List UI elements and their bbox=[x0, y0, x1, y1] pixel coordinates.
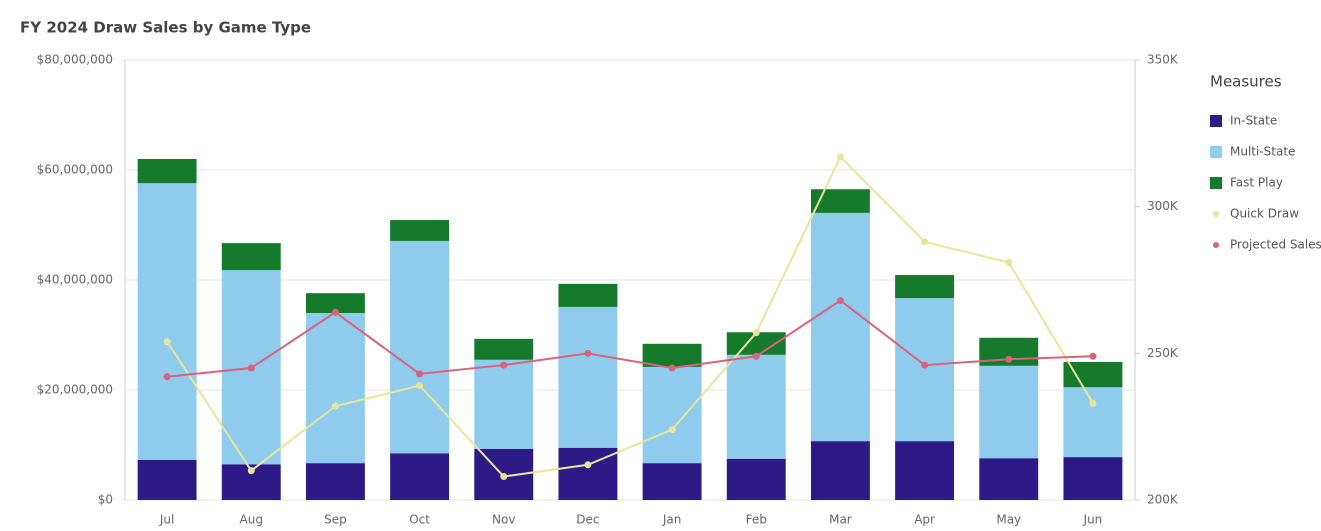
point bbox=[416, 382, 424, 390]
x-tick-label: Mar bbox=[829, 513, 852, 527]
legend-swatch bbox=[1213, 242, 1219, 248]
x-tick-label: Feb bbox=[746, 513, 767, 527]
y-tick-label: $60,000,000 bbox=[37, 163, 113, 177]
point bbox=[331, 402, 339, 410]
point bbox=[752, 352, 760, 360]
bar-segment bbox=[895, 275, 955, 299]
bar-segment bbox=[642, 463, 702, 500]
legend-label: In-State bbox=[1230, 114, 1277, 128]
x-tick-label: Jul bbox=[159, 513, 174, 527]
bar-segment bbox=[642, 366, 702, 464]
line bbox=[166, 155, 1094, 478]
point bbox=[163, 338, 171, 346]
x-tick-label: Oct bbox=[409, 513, 430, 527]
point bbox=[1005, 258, 1013, 266]
x-tick-label: Sep bbox=[324, 513, 347, 527]
point bbox=[668, 426, 676, 434]
bar-segment bbox=[810, 441, 870, 500]
bar-segment bbox=[642, 343, 702, 367]
bar-segment bbox=[1063, 387, 1123, 458]
point bbox=[331, 308, 339, 316]
y2-tick-label: 200K bbox=[1147, 493, 1179, 507]
y-tick-label: $0 bbox=[98, 493, 113, 507]
bar-segment bbox=[810, 189, 870, 213]
point bbox=[247, 467, 255, 475]
bar-segment bbox=[558, 306, 618, 448]
bar-segment bbox=[1063, 361, 1123, 388]
point bbox=[416, 370, 424, 378]
point bbox=[1005, 355, 1013, 363]
point bbox=[500, 473, 508, 481]
y-tick-label: $40,000,000 bbox=[37, 273, 113, 287]
point bbox=[247, 364, 255, 372]
legend-label: Multi-State bbox=[1230, 145, 1295, 159]
bar-segment bbox=[895, 298, 955, 442]
bar-segment bbox=[390, 240, 450, 454]
x-tick-label: Aug bbox=[240, 513, 263, 527]
y2-tick-label: 350K bbox=[1147, 53, 1179, 67]
bar-segment bbox=[558, 283, 618, 307]
legend-label: Quick Draw bbox=[1230, 207, 1299, 221]
legend-label: Projected Sales bbox=[1230, 238, 1321, 252]
x-tick-label: Jun bbox=[1083, 513, 1103, 527]
point bbox=[668, 364, 676, 372]
x-tick-label: Apr bbox=[914, 513, 935, 527]
x-tick-label: Nov bbox=[492, 513, 515, 527]
bar-segment bbox=[390, 220, 450, 241]
x-tick-label: Jan bbox=[662, 513, 682, 527]
point bbox=[163, 373, 171, 381]
bar-segment bbox=[390, 453, 450, 500]
point bbox=[836, 153, 844, 161]
point bbox=[921, 238, 929, 246]
point bbox=[584, 461, 592, 469]
x-tick-label: Dec bbox=[576, 513, 599, 527]
bar-segment bbox=[137, 159, 197, 184]
bar-segment bbox=[137, 459, 197, 500]
x-tick-label: May bbox=[996, 513, 1021, 527]
bar-segment bbox=[895, 441, 955, 500]
bar-segment bbox=[474, 359, 534, 449]
legend-swatch bbox=[1210, 177, 1222, 189]
y2-tick-label: 250K bbox=[1147, 346, 1179, 360]
point bbox=[500, 361, 508, 369]
chart-title: FY 2024 Draw Sales by Game Type bbox=[20, 19, 311, 37]
legend-swatch bbox=[1210, 115, 1222, 127]
bar-segment bbox=[137, 183, 197, 460]
point bbox=[752, 329, 760, 337]
bar-segment bbox=[221, 243, 281, 271]
bar-segment bbox=[474, 338, 534, 360]
bar-segment bbox=[305, 463, 365, 500]
legend-title: Measures bbox=[1210, 73, 1282, 91]
point bbox=[1089, 399, 1097, 407]
y-tick-label: $20,000,000 bbox=[37, 383, 113, 397]
bar-segment bbox=[979, 365, 1039, 459]
y2-tick-label: 300K bbox=[1147, 199, 1179, 213]
point bbox=[584, 349, 592, 357]
point bbox=[836, 297, 844, 305]
legend-label: Fast Play bbox=[1230, 176, 1283, 190]
bar-segment bbox=[1063, 457, 1123, 500]
bar-segment bbox=[979, 458, 1039, 500]
point bbox=[921, 361, 929, 369]
y-tick-label: $80,000,000 bbox=[37, 53, 113, 67]
line bbox=[166, 299, 1093, 378]
bar-segment bbox=[305, 313, 365, 464]
bar-segment bbox=[810, 212, 870, 442]
bar-segment bbox=[726, 458, 786, 500]
legend-swatch bbox=[1210, 146, 1222, 158]
legend-swatch bbox=[1213, 211, 1219, 217]
bar-segment bbox=[726, 354, 786, 459]
bar-segment bbox=[305, 293, 365, 313]
point bbox=[1089, 352, 1097, 360]
